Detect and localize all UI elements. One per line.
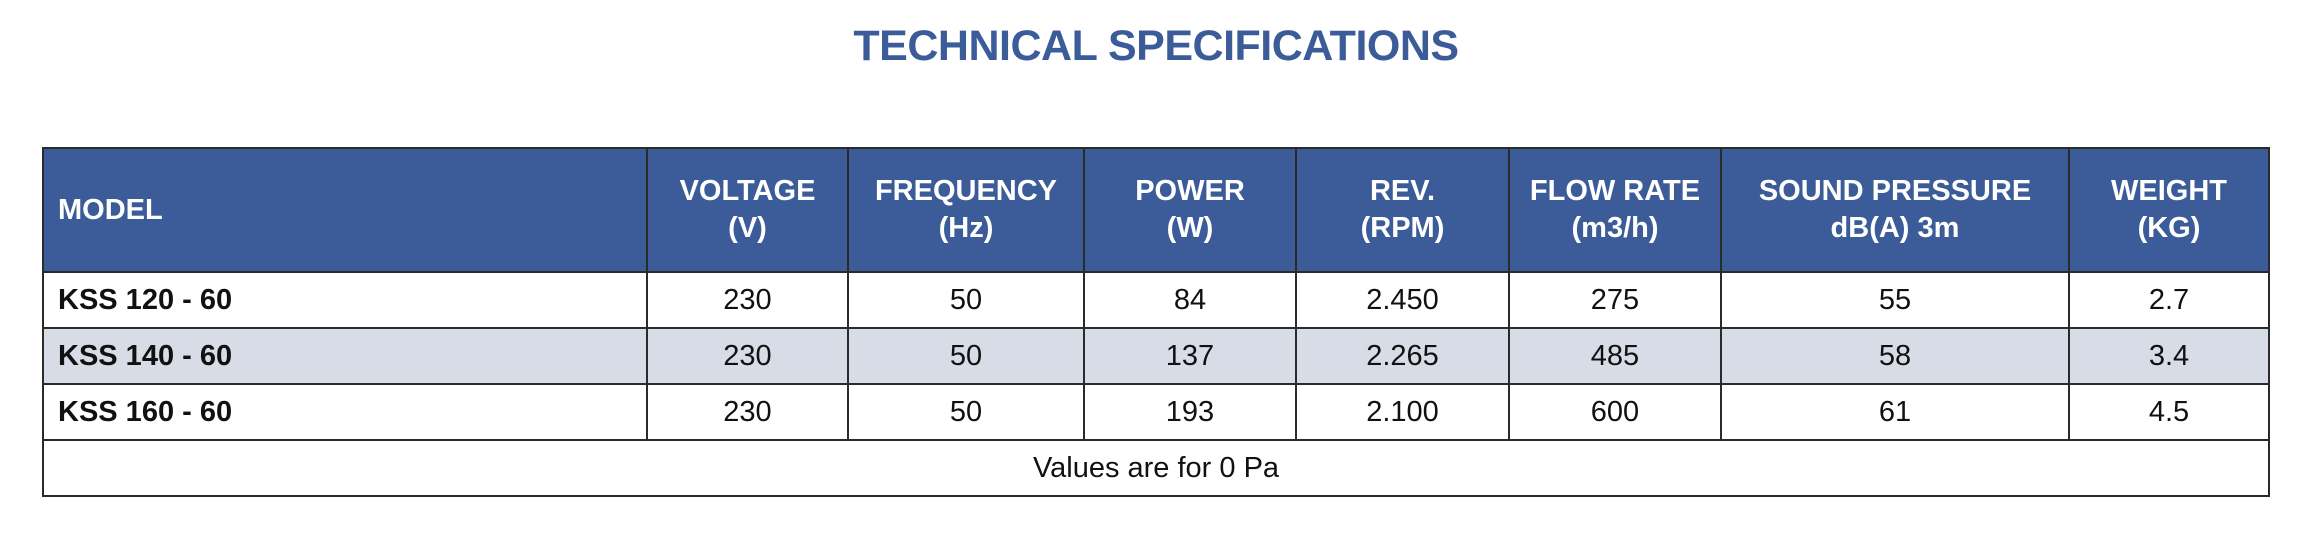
header-unit: (KG) (2137, 212, 2201, 244)
header-label: POWER (1135, 175, 1245, 207)
cell-frequency: 50 (847, 327, 1085, 385)
cell-weight: 3.4 (2068, 327, 2270, 385)
header-label: VOLTAGE (679, 175, 816, 207)
cell-sound-pressure: 58 (1720, 327, 2070, 385)
cell-flow-rate: 275 (1508, 271, 1722, 329)
footnote: Values are for 0 Pa (42, 439, 2270, 497)
cell-flow-rate: 485 (1508, 327, 1722, 385)
page-title: TECHNICAL SPECIFICATIONS (853, 22, 1459, 70)
cell-rev: 2.100 (1295, 383, 1510, 441)
header-label: FREQUENCY (874, 175, 1058, 207)
cell-power: 193 (1083, 383, 1297, 441)
cell-voltage: 230 (646, 327, 849, 385)
table-header-row: MODEL VOLTAGE (V) FREQUENCY (Hz) POWER (… (42, 147, 2270, 273)
table-row: KSS 120 - 60 230 50 84 2.450 275 55 2.7 (42, 271, 2270, 329)
column-header-sound-pressure: SOUND PRESSURE dB(A) 3m (1720, 147, 2070, 273)
table-row: KSS 160 - 60 230 50 193 2.100 600 61 4.5 (42, 383, 2270, 441)
column-header-rev: REV. (RPM) (1295, 147, 1510, 273)
cell-frequency: 50 (847, 383, 1085, 441)
header-unit: (m3/h) (1571, 212, 1659, 244)
cell-rev: 2.450 (1295, 271, 1510, 329)
cell-power: 137 (1083, 327, 1297, 385)
header-label: REV. (1369, 175, 1436, 207)
cell-power: 84 (1083, 271, 1297, 329)
cell-voltage: 230 (646, 383, 849, 441)
header-unit: (W) (1166, 212, 1214, 244)
cell-rev: 2.265 (1295, 327, 1510, 385)
cell-weight: 2.7 (2068, 271, 2270, 329)
column-header-frequency: FREQUENCY (Hz) (847, 147, 1085, 273)
header-unit: (RPM) (1360, 212, 1445, 244)
cell-flow-rate: 600 (1508, 383, 1722, 441)
header-unit: dB(A) 3m (1830, 212, 1960, 244)
footnote-row: Values are for 0 Pa (42, 439, 2270, 497)
specifications-table: MODEL VOLTAGE (V) FREQUENCY (Hz) POWER (… (42, 147, 2270, 497)
table-row: KSS 140 - 60 230 50 137 2.265 485 58 3.4 (42, 327, 2270, 385)
cell-sound-pressure: 55 (1720, 271, 2070, 329)
cell-model: KSS 120 - 60 (42, 271, 648, 329)
cell-voltage: 230 (646, 271, 849, 329)
cell-sound-pressure: 61 (1720, 383, 2070, 441)
cell-model: KSS 160 - 60 (42, 383, 648, 441)
column-header-voltage: VOLTAGE (V) (646, 147, 849, 273)
cell-weight: 4.5 (2068, 383, 2270, 441)
column-header-model: MODEL (42, 147, 648, 273)
column-header-weight: WEIGHT (KG) (2068, 147, 2270, 273)
cell-frequency: 50 (847, 271, 1085, 329)
header-label: MODEL (58, 193, 163, 226)
header-unit: (Hz) (938, 212, 994, 244)
header-unit: (V) (728, 212, 767, 244)
header-label: WEIGHT (2111, 175, 2227, 207)
column-header-flow-rate: FLOW RATE (m3/h) (1508, 147, 1722, 273)
header-label: FLOW RATE (1529, 175, 1701, 207)
cell-model: KSS 140 - 60 (42, 327, 648, 385)
column-header-power: POWER (W) (1083, 147, 1297, 273)
header-label: SOUND PRESSURE (1758, 175, 2032, 207)
